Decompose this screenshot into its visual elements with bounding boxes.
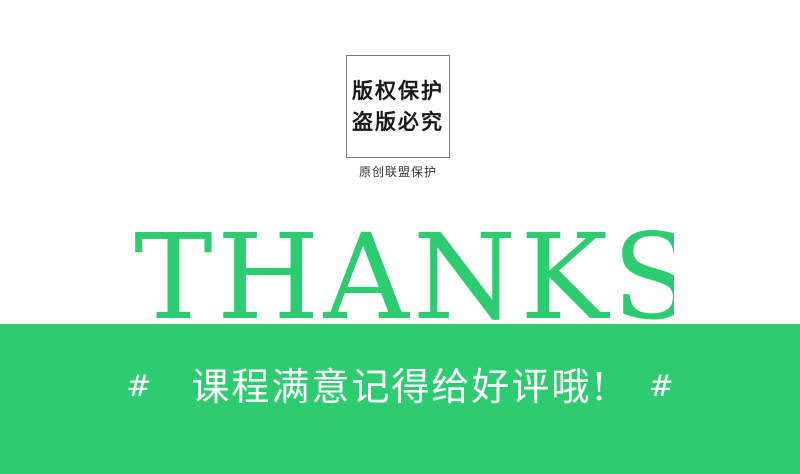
- review-message: 课程满意记得给好评哦!: [191, 365, 609, 409]
- hash-left: #: [126, 369, 152, 404]
- copyright-stamp-line-1: 版权保护: [352, 78, 444, 104]
- hash-right: #: [648, 369, 674, 404]
- copyright-stamp-caption: 原创联盟保护: [358, 165, 437, 179]
- review-banner: # 课程满意记得给好评哦! #: [0, 324, 800, 474]
- copyright-stamp: 版权保护 盗版必究: [346, 55, 450, 158]
- copyright-stamp-line-2: 盗版必究: [352, 108, 444, 134]
- review-banner-text: # 课程满意记得给好评哦! #: [0, 368, 800, 406]
- thanks-headline: THANKS: [134, 218, 674, 326]
